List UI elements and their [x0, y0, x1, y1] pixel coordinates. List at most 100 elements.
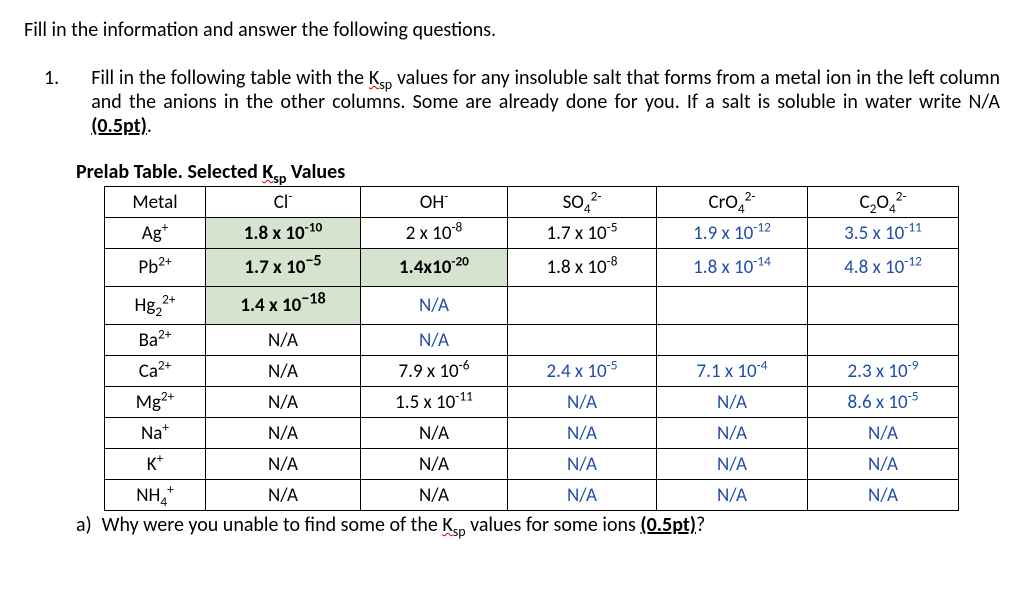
ion-charge: 2+	[158, 325, 171, 342]
ion-charge: +	[167, 480, 174, 497]
table-row: Na+ N/A N/A N/A N/A N/A	[105, 418, 959, 449]
cell-value: N/A	[808, 418, 959, 449]
cell-value: N/A	[206, 449, 361, 480]
th-cl: Cl-	[206, 187, 361, 218]
cell-value: N/A	[657, 387, 808, 418]
table-row: Hg22+ 1.4 x 10−18 N/A	[105, 287, 959, 325]
question-number: 1.	[44, 66, 59, 138]
cell-empty	[657, 325, 808, 356]
cell-ion: Hg22+	[105, 287, 206, 325]
val: 2 x 10	[406, 222, 452, 245]
cell-value: N/A	[206, 387, 361, 418]
sa-ksp-k: K	[442, 513, 452, 537]
cell-value: N/A	[657, 418, 808, 449]
cell-value: N/A	[508, 480, 657, 511]
cell-value: 1.7 x 10−5	[206, 249, 361, 287]
cell-value: 1.4x10-20	[361, 249, 508, 287]
th-c2o4-sym: C	[859, 191, 869, 214]
exp: -14	[753, 253, 771, 270]
exp: -6	[459, 356, 470, 373]
cell-value: N/A	[657, 449, 808, 480]
exp: -20	[451, 253, 469, 270]
val: 3.5 x 10	[844, 222, 904, 245]
sub-marker: a)	[76, 513, 92, 537]
cell-value: 3.5 x 10-11	[808, 218, 959, 249]
sa-ksp: Ksp	[442, 513, 465, 537]
ion-sym: Mg	[136, 391, 161, 414]
cell-value: 4.8 x 10-12	[808, 249, 959, 287]
cell-value: 2.3 x 10-9	[808, 356, 959, 387]
table-header-row: Metal Cl- OH- SO42- CrO42- C2O42-	[105, 187, 959, 218]
cell-value: N/A	[808, 449, 959, 480]
exp: -8	[607, 253, 618, 270]
cell-ion: Ba2+	[105, 325, 206, 356]
cell-value: N/A	[508, 387, 657, 418]
val: 1.8 x 10	[244, 222, 305, 245]
th-cl-charge: -	[288, 187, 292, 204]
th-cl-sym: Cl	[274, 191, 289, 214]
cell-ion: Ca2+	[105, 356, 206, 387]
val: 7.9 x 10	[399, 360, 459, 383]
ion-charge: +	[162, 218, 169, 235]
th-oh-sym: OH	[420, 191, 444, 214]
val: 2.4 x 10	[547, 360, 607, 383]
exp: -10	[305, 218, 323, 235]
title-pre: Prelab Table. Selected	[76, 160, 262, 184]
ion-charge: 2+	[161, 387, 174, 404]
cell-value: N/A	[657, 480, 808, 511]
th-so4-charge: 2-	[591, 187, 602, 204]
val: 1.9 x 10	[693, 222, 753, 245]
cell-value: 1.9 x 10-12	[657, 218, 808, 249]
cell-value: N/A	[206, 480, 361, 511]
title-ksp-sub: sp	[273, 170, 286, 187]
exp: -9	[908, 356, 919, 373]
cell-value: 2.4 x 10-5	[508, 356, 657, 387]
table-row: K+ N/A N/A N/A N/A N/A	[105, 449, 959, 480]
cell-value: 1.5 x 10-11	[361, 387, 508, 418]
val: 1.5 x 10	[395, 391, 455, 414]
ion-charge: +	[157, 449, 164, 466]
th-c2o4-sub2: 4	[889, 199, 896, 216]
ksp-table: Metal Cl- OH- SO42- CrO42- C2O42- Ag+ 1.…	[104, 186, 959, 511]
cell-value: N/A	[206, 418, 361, 449]
cell-value: N/A	[361, 287, 508, 325]
title-ksp: Ksp	[262, 160, 286, 184]
th-c2o4: C2O42-	[808, 187, 959, 218]
cell-value: 1.4 x 10−18	[206, 287, 361, 325]
exp: -4	[757, 356, 768, 373]
cell-ion: Na+	[105, 418, 206, 449]
ion-sym: Pb	[138, 256, 158, 279]
cell-empty	[508, 287, 657, 325]
q-text-p3: .	[147, 114, 152, 138]
val: 1.4x10	[399, 256, 451, 279]
sa-pts: (0.5pt)	[640, 513, 696, 537]
val: 1.7 x 10	[547, 222, 607, 245]
val: 1.8 x 10	[693, 256, 753, 279]
th-cro4: CrO42-	[657, 187, 808, 218]
title-post: Values	[286, 160, 345, 184]
sa-p3: ?	[696, 513, 705, 537]
cell-ion: Ag+	[105, 218, 206, 249]
exp: -8	[451, 218, 462, 235]
cell-value: N/A	[206, 325, 361, 356]
th-metal: Metal	[105, 187, 206, 218]
th-so4: SO42-	[508, 187, 657, 218]
cell-value: N/A	[206, 356, 361, 387]
table-title: Prelab Table. Selected Ksp Values	[76, 160, 1000, 184]
exp: -12	[904, 253, 922, 270]
cell-ion: K+	[105, 449, 206, 480]
intro-text: Fill in the information and answer the f…	[24, 18, 1000, 42]
cell-empty	[808, 287, 959, 325]
cell-value: N/A	[361, 418, 508, 449]
cell-value: 2 x 10-8	[361, 218, 508, 249]
ion-sym: Ca	[139, 360, 158, 383]
th-c2o4-charge: 2-	[896, 187, 907, 204]
th-so4-sym: SO	[563, 191, 584, 214]
table-row: NH4+ N/A N/A N/A N/A N/A	[105, 480, 959, 511]
table-row: Ag+ 1.8 x 10-10 2 x 10-8 1.7 x 10-5 1.9 …	[105, 218, 959, 249]
cell-value: N/A	[508, 449, 657, 480]
exp: -5	[607, 356, 618, 373]
ion-sym: Na	[141, 422, 162, 445]
ion-sym: Hg	[135, 294, 156, 317]
ksp-k: K	[369, 66, 379, 90]
